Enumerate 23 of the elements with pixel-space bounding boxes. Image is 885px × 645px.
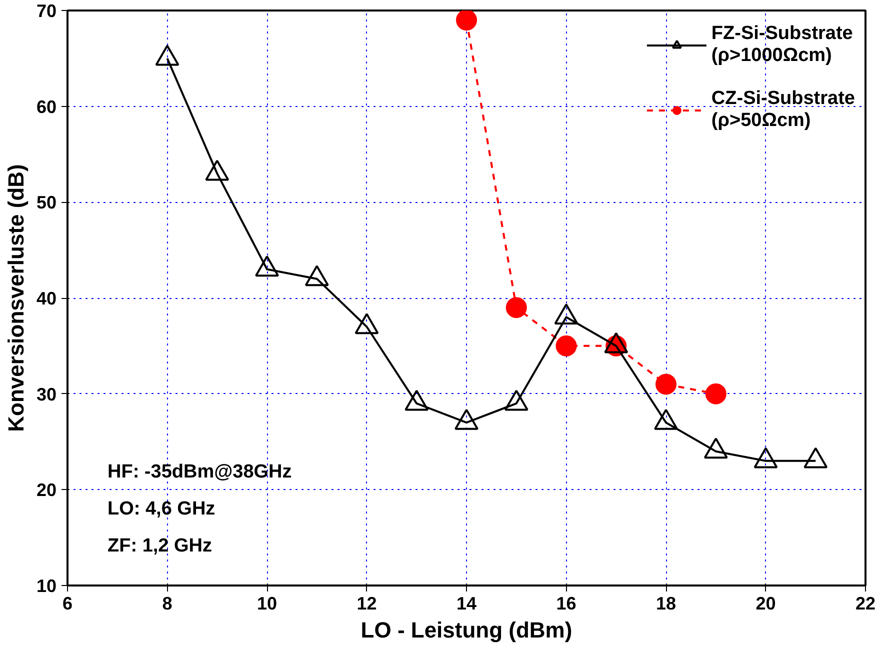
x-tick-label: 20 [756,594,776,614]
y-axis-title: Konversionsverluste (dB) [3,164,28,432]
x-tick-label: 6 [62,594,73,614]
y-tick-label: 30 [36,384,57,404]
x-tick-label: 16 [556,594,576,614]
legend-label: CZ-Si-Substrate (ρ>50Ωcm) [711,87,855,133]
y-tick-label: 60 [36,96,57,117]
x-tick-label: 14 [456,594,477,614]
x-tick-label: 12 [356,594,377,614]
x-axis-title: LO - Leistung (dBm) [360,618,572,642]
y-tick-label: 50 [36,192,57,213]
annotation: HF: -35dBm@38GHz [108,462,292,482]
x-tick-label: 18 [656,594,676,614]
y-tick-label: 40 [36,288,57,308]
x-tick-label: 10 [256,594,278,614]
annotation: LO: 4,6 GHz [108,498,216,520]
y-tick-label: 70 [36,1,57,21]
annotation: ZF: 1,2 GHz [108,536,212,556]
x-tick-label: 22 [855,594,876,614]
x-tick-label: 8 [162,594,172,614]
legend-label: FZ-Si-Substrate (ρ>1000Ωcm) [711,22,853,68]
y-tick-label: 10 [36,576,57,596]
y-tick-label: 20 [36,480,57,500]
